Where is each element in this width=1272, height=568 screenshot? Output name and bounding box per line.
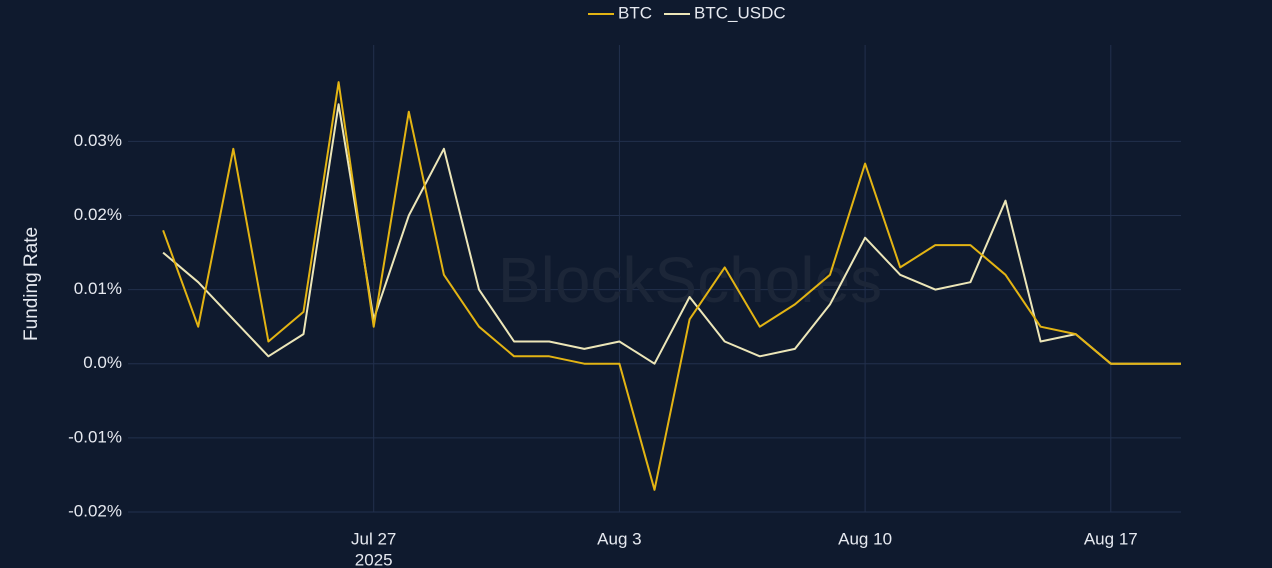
x-tick-label: Aug 3 (597, 529, 641, 548)
series-line (162, 103, 1181, 365)
lines (162, 81, 1181, 491)
y-tick-label: 0.03% (74, 131, 122, 150)
y-tick-label: -0.02% (68, 501, 122, 520)
grid: -0.02% -0.01% 0.0% 0.01% 0.02% 0.03% Jul 27 202… (68, 45, 1181, 568)
legend-label: BTC (618, 3, 652, 22)
y-tick-label: -0.01% (68, 427, 122, 446)
x-tick-label: Aug 10 (838, 529, 892, 548)
legend: BTC BTC_USDC (588, 3, 786, 22)
watermark: BlockScholes (498, 244, 882, 316)
series-line (162, 81, 1181, 491)
y-tick-label: 0.02% (74, 205, 122, 224)
x-tick-sublabel: 2025 (355, 550, 393, 568)
y-axis-title: Funding Rate (21, 227, 42, 341)
y-tick-label: 0.01% (74, 279, 122, 298)
y-tick-label: 0.0% (83, 353, 122, 372)
x-tick-label: Aug 17 (1084, 529, 1138, 548)
legend-label: BTC_USDC (694, 3, 786, 22)
x-tick-label: Jul 27 (351, 529, 396, 548)
